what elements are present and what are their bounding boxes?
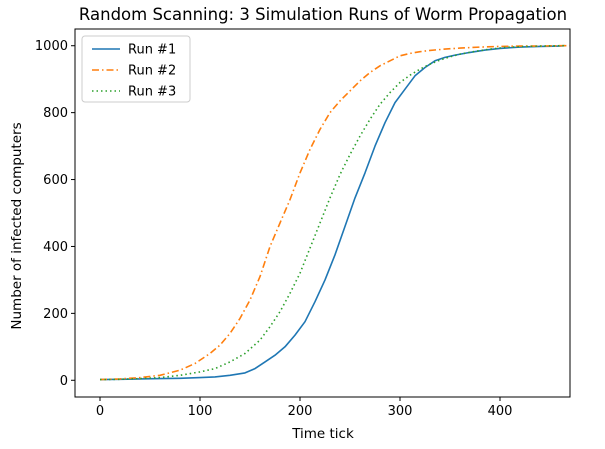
y-tick-label: 800 [43,106,68,121]
x-tick-label: 0 [96,404,104,419]
x-tick-label: 200 [288,404,313,419]
y-tick-label: 400 [43,240,68,255]
x-tick-label: 100 [188,404,213,419]
chart-title: Random Scanning: 3 Simulation Runs of Wo… [79,5,567,24]
y-axis-label: Number of infected computers [9,122,25,329]
series-line-run-2 [99,44,570,381]
plot-area: 0 100 200 300 400 0 200 400 600 800 1000 [35,28,571,419]
y-tick-label: 200 [43,307,68,322]
x-axis-label: Time tick [291,426,354,442]
y-tick-label: 0 [60,374,68,389]
y-tick-label: 1000 [35,39,68,54]
plot-frame [74,28,571,398]
x-tick-label: 300 [388,404,413,419]
legend-box [81,35,191,103]
series-line-run-1 [99,44,566,381]
y-tick-label: 600 [43,173,68,188]
legend: Run #1 Run #2 Run #3 [81,35,191,103]
x-tick-label: 400 [488,404,513,419]
legend-label-run-1: Run #1 [128,43,176,58]
legend-label-run-3: Run #3 [128,85,176,100]
legend-label-run-2: Run #2 [128,64,176,79]
